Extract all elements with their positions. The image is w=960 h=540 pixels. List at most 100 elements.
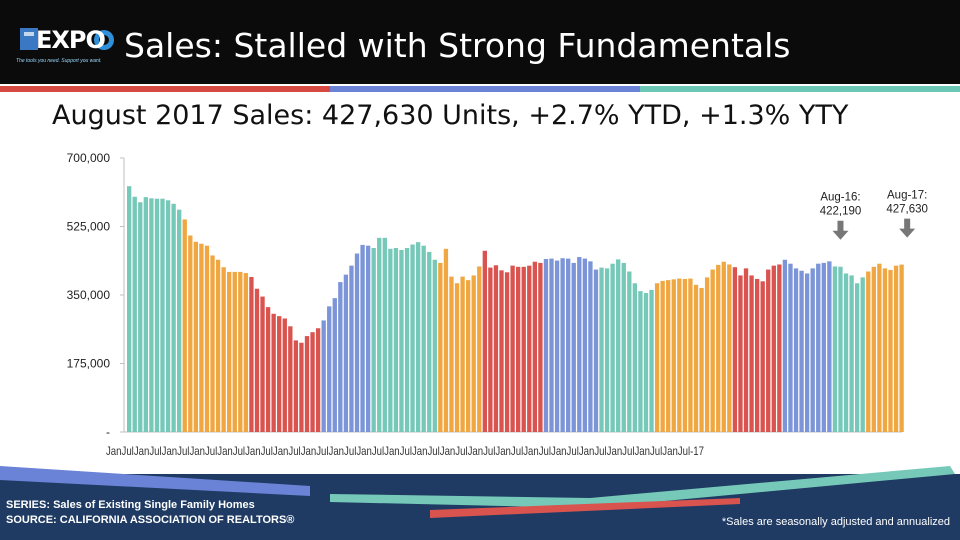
bar [343, 274, 349, 432]
x-tick-labels: JanJulJanJulJanJulJanJulJanJulJanJulJanJ… [106, 444, 704, 458]
chart-subtitle: August 2017 Sales: 427,630 Units, +2.7% … [52, 100, 849, 131]
footer-note: *Sales are seasonally adjusted and annua… [721, 516, 950, 528]
bar [854, 283, 860, 432]
bar [199, 243, 204, 432]
bar [860, 277, 865, 432]
bar [304, 336, 310, 432]
bar [238, 271, 243, 432]
bar [616, 259, 621, 432]
bar [888, 269, 893, 432]
bar [827, 261, 832, 432]
page-title: Sales: Stalled with Strong Fundamentals [124, 26, 791, 65]
bar [682, 278, 688, 432]
bar [621, 262, 626, 432]
expo-logo-icon [20, 28, 114, 50]
bar [449, 276, 454, 432]
bar [721, 261, 726, 432]
bar [271, 313, 276, 432]
bar [160, 198, 165, 432]
bar [471, 275, 476, 432]
bar [810, 268, 815, 432]
bar [349, 265, 354, 432]
bar [899, 264, 904, 432]
y-tick-label: - [106, 425, 110, 439]
bar [432, 259, 437, 432]
y-tick-label: 350,000 [67, 288, 111, 302]
bar [499, 270, 504, 432]
footer-background [0, 466, 960, 540]
bar [771, 265, 776, 432]
bar [154, 198, 160, 432]
bar [421, 245, 426, 432]
bar [399, 249, 404, 432]
bar [193, 241, 199, 432]
bar [260, 296, 265, 432]
bar [221, 267, 226, 432]
bar [188, 235, 193, 432]
y-tick-label: 175,000 [67, 357, 111, 371]
bar [510, 265, 515, 432]
bar [182, 219, 187, 432]
annotation-arrow-icon [899, 218, 916, 238]
bar [599, 267, 604, 432]
bar [538, 262, 543, 432]
bar [332, 298, 337, 432]
bar [149, 198, 154, 432]
bar [299, 342, 304, 432]
sales-bar-chart: 700,000 525,000 350,000 175,000 - JanJulJanJu… [67, 151, 928, 458]
bar [793, 268, 799, 432]
bar [588, 261, 593, 432]
annotation-label: Aug-16: [820, 192, 860, 204]
bar [321, 320, 326, 432]
bar [838, 266, 843, 432]
bar [649, 289, 654, 432]
bar [571, 262, 576, 432]
bar [215, 259, 221, 432]
bar [821, 262, 826, 432]
bar [877, 263, 882, 432]
bar [893, 265, 899, 432]
bar [660, 280, 665, 432]
bar [465, 280, 471, 432]
bar [504, 272, 510, 432]
bar [288, 326, 293, 432]
footer-source: SOURCE: CALIFORNIA ASSOCIATION OF REALTO… [6, 514, 295, 526]
header-stripe-blue [330, 86, 640, 92]
bar [377, 237, 382, 432]
bar [804, 273, 810, 432]
bar [127, 186, 132, 432]
bar [277, 316, 282, 432]
y-tick-label: 700,000 [67, 151, 111, 165]
header-stripe-teal [640, 86, 960, 92]
bar [354, 253, 360, 432]
bar [710, 269, 715, 432]
bar [766, 269, 771, 432]
bar [454, 283, 460, 432]
logo-tagline: The tools you need. Support you want. [16, 58, 102, 64]
annotation-label: Aug-17: [887, 190, 927, 202]
bar [560, 258, 565, 432]
bar [415, 242, 421, 432]
bar [265, 307, 271, 432]
bar [732, 267, 738, 432]
bar [754, 278, 760, 432]
bar [427, 251, 432, 432]
bar [610, 263, 615, 432]
bar [360, 244, 365, 432]
bar [666, 280, 671, 432]
bar [254, 288, 260, 432]
bar [177, 209, 182, 432]
bar [521, 266, 526, 432]
bar [554, 260, 560, 432]
bar [843, 273, 849, 432]
y-tick-label: 525,000 [67, 220, 111, 234]
bar [293, 340, 299, 432]
bar [816, 263, 821, 432]
bar [138, 202, 143, 432]
bar [249, 276, 254, 432]
bar [371, 248, 376, 432]
bar [393, 248, 399, 432]
annotation-value: 422,190 [820, 206, 862, 218]
bar [388, 248, 393, 432]
bar [143, 197, 148, 432]
